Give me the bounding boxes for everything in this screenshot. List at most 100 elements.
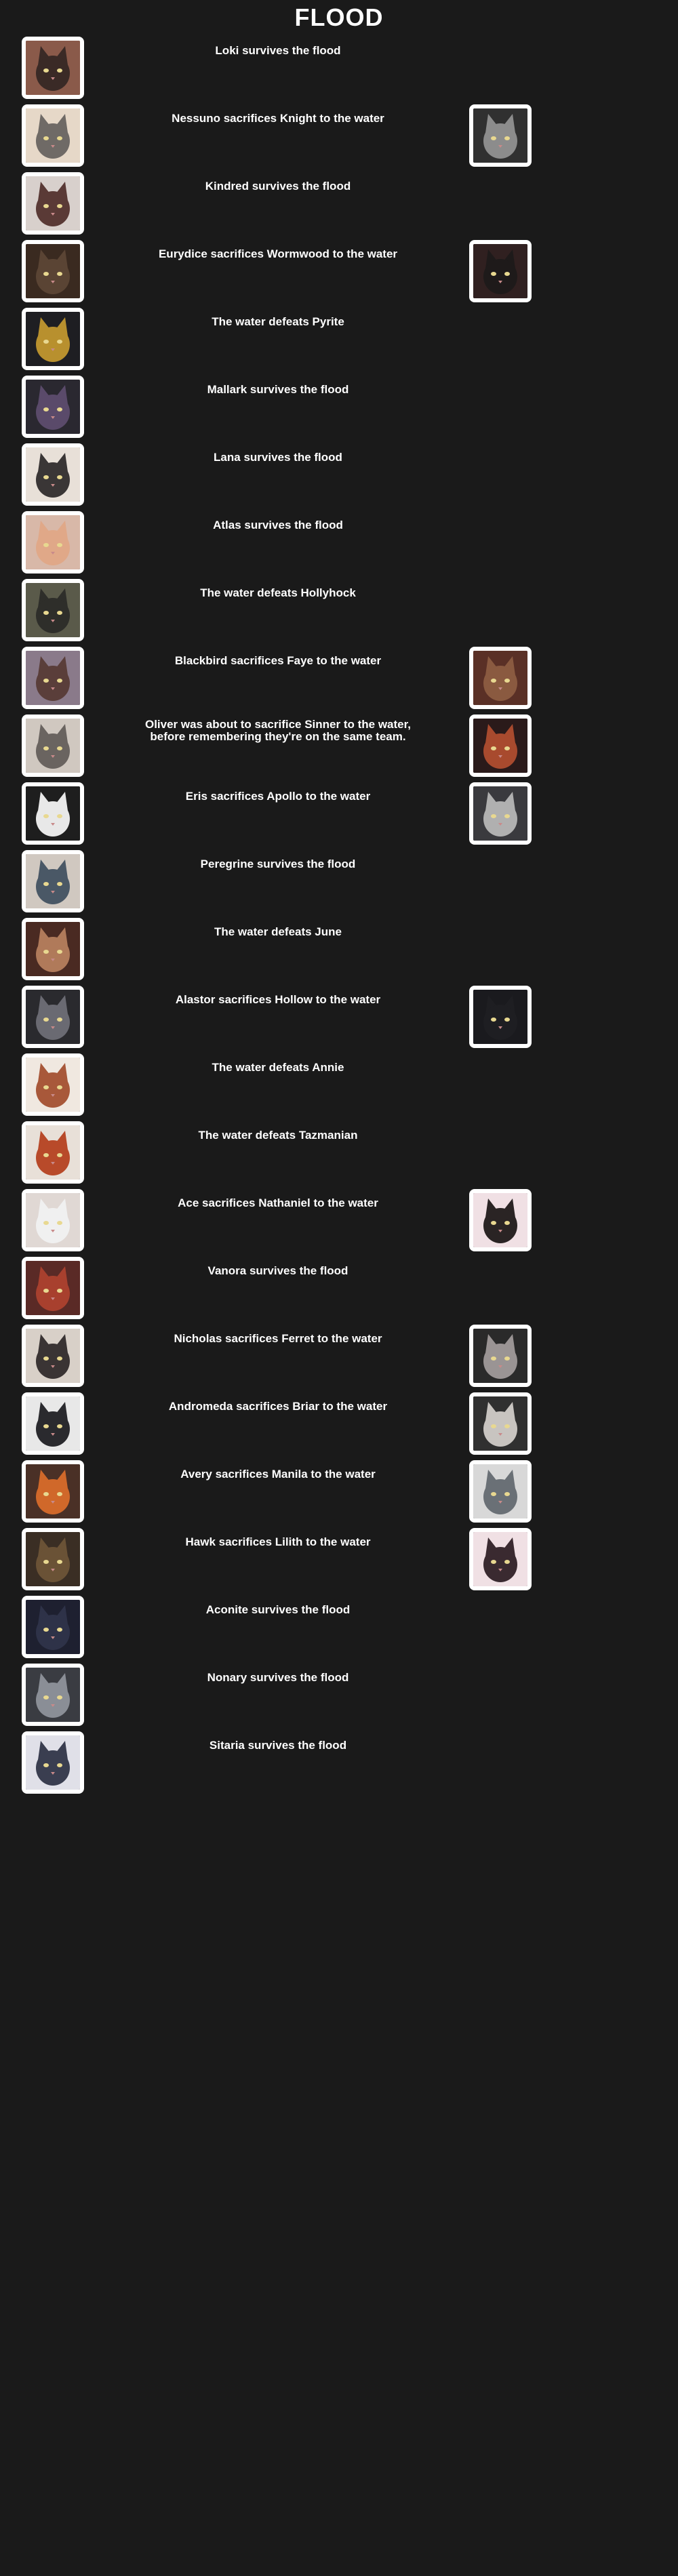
cat-portrait-icon — [26, 1668, 80, 1722]
event-text: Nonary survives the flood — [207, 1671, 349, 1684]
cat-portrait-icon — [473, 786, 527, 841]
event-row: Sitaria survives the flood — [0, 1729, 678, 1796]
event-text: Aconite survives the flood — [205, 1603, 351, 1616]
target-avatar — [469, 1528, 532, 1590]
actor-avatar — [22, 376, 84, 438]
cat-portrait-icon — [26, 515, 80, 569]
cat-portrait-icon — [473, 1329, 527, 1383]
cat-portrait-icon — [26, 1261, 80, 1315]
actor-avatar — [22, 850, 84, 912]
cat-portrait-icon — [26, 176, 80, 230]
actor-avatar — [22, 511, 84, 573]
actor-avatar — [22, 1325, 84, 1387]
target-avatar — [469, 240, 532, 302]
event-row: The water defeats June — [0, 915, 678, 983]
event-row: Ace sacrifices Nathaniel to the water — [0, 1186, 678, 1254]
cat-portrait-icon — [473, 108, 527, 163]
cat-portrait-icon — [26, 41, 80, 95]
actor-avatar — [22, 1731, 84, 1794]
actor-avatar — [22, 240, 84, 302]
event-text: Peregrine survives the flood — [200, 858, 356, 870]
event-row: Atlas survives the flood — [0, 508, 678, 576]
event-text: Eurydice sacrifices Wormwood to the wate… — [158, 247, 398, 260]
actor-avatar — [22, 1392, 84, 1455]
event-text: Oliver was about to sacrifice Sinner to … — [144, 718, 412, 743]
event-list: Loki survives the flood Nessuno sacrifice… — [0, 34, 678, 1796]
cat-portrait-icon — [26, 1329, 80, 1383]
actor-avatar — [22, 104, 84, 167]
event-text: Alastor sacrifices Hollow to the water — [175, 993, 381, 1006]
event-row: Alastor sacrifices Hollow to the water — [0, 983, 678, 1051]
event-row: The water defeats Annie — [0, 1051, 678, 1119]
event-row: Avery sacrifices Manila to the water — [0, 1457, 678, 1525]
event-row: Nonary survives the flood — [0, 1661, 678, 1729]
event-text: Lana survives the flood — [214, 451, 342, 464]
cat-portrait-icon — [473, 990, 527, 1044]
event-text: Kindred survives the flood — [205, 180, 351, 193]
cat-portrait-icon — [26, 244, 80, 298]
event-text: Hawk sacrifices Lilith to the water — [185, 1535, 371, 1548]
actor-avatar — [22, 1596, 84, 1658]
event-row: Aconite survives the flood — [0, 1593, 678, 1661]
event-text: Blackbird sacrifices Faye to the water — [174, 654, 382, 667]
event-row: Vanora survives the flood — [0, 1254, 678, 1322]
event-row: Lana survives the flood — [0, 441, 678, 508]
cat-portrait-icon — [26, 1058, 80, 1112]
cat-portrait-icon — [473, 1193, 527, 1247]
actor-avatar — [22, 1121, 84, 1184]
event-text: Loki survives the flood — [215, 44, 341, 57]
cat-portrait-icon — [26, 1125, 80, 1180]
actor-avatar — [22, 1257, 84, 1319]
event-row: The water defeats Pyrite — [0, 305, 678, 373]
cat-portrait-icon — [26, 1735, 80, 1790]
cat-portrait-icon — [473, 1464, 527, 1518]
actor-avatar — [22, 579, 84, 641]
actor-avatar — [22, 443, 84, 506]
cat-portrait-icon — [473, 719, 527, 773]
cat-portrait-icon — [473, 1396, 527, 1451]
event-row: Eris sacrifices Apollo to the water — [0, 780, 678, 847]
cat-portrait-icon — [26, 1464, 80, 1518]
event-text: Vanora survives the flood — [207, 1264, 348, 1277]
cat-portrait-icon — [26, 990, 80, 1044]
event-row: Mallark survives the flood — [0, 373, 678, 441]
actor-avatar — [22, 1460, 84, 1523]
event-row: Eurydice sacrifices Wormwood to the wate… — [0, 237, 678, 305]
cat-portrait-icon — [26, 108, 80, 163]
actor-avatar — [22, 715, 84, 777]
cat-portrait-icon — [26, 380, 80, 434]
event-text: Nicholas sacrifices Ferret to the water — [174, 1332, 382, 1345]
target-avatar — [469, 1460, 532, 1523]
event-text: The water defeats Annie — [212, 1061, 344, 1074]
page-title: FLOOD — [294, 3, 384, 31]
event-row: Blackbird sacrifices Faye to the water — [0, 644, 678, 712]
cat-portrait-icon — [26, 651, 80, 705]
event-row: The water defeats Hollyhock — [0, 576, 678, 644]
cat-portrait-icon — [26, 854, 80, 908]
cat-portrait-icon — [26, 786, 80, 841]
event-text: The water defeats Pyrite — [212, 315, 344, 328]
event-row: Oliver was about to sacrifice Sinner to … — [0, 712, 678, 780]
cat-portrait-icon — [473, 244, 527, 298]
event-text: Mallark survives the flood — [207, 383, 349, 396]
cat-portrait-icon — [26, 719, 80, 773]
actor-avatar — [22, 1528, 84, 1590]
event-row: Loki survives the flood — [0, 34, 678, 102]
actor-avatar — [22, 782, 84, 845]
target-avatar — [469, 986, 532, 1048]
actor-avatar — [22, 308, 84, 370]
actor-avatar — [22, 1053, 84, 1116]
event-row: Andromeda sacrifices Briar to the water — [0, 1390, 678, 1457]
event-row: Hawk sacrifices Lilith to the water — [0, 1525, 678, 1593]
cat-portrait-icon — [473, 1532, 527, 1586]
event-row: Kindred survives the flood — [0, 169, 678, 237]
event-text: Nessuno sacrifices Knight to the water — [172, 112, 384, 125]
cat-portrait-icon — [473, 651, 527, 705]
cat-portrait-icon — [26, 312, 80, 366]
event-text: Avery sacrifices Manila to the water — [180, 1468, 376, 1481]
target-avatar — [469, 647, 532, 709]
cat-portrait-icon — [26, 1193, 80, 1247]
event-text: Atlas survives the flood — [213, 519, 343, 531]
target-avatar — [469, 715, 532, 777]
event-row: Peregrine survives the flood — [0, 847, 678, 915]
